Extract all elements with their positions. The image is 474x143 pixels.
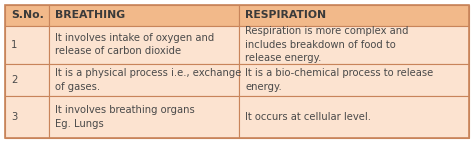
Bar <box>239 96 469 138</box>
Bar <box>239 5 469 26</box>
Text: It involves breathing organs
Eg. Lungs: It involves breathing organs Eg. Lungs <box>55 105 195 129</box>
Bar <box>239 26 469 63</box>
Text: It involves intake of oxygen and
release of carbon dioxide: It involves intake of oxygen and release… <box>55 33 214 56</box>
Text: S.No.: S.No. <box>11 10 44 20</box>
Text: 3: 3 <box>11 112 17 122</box>
Bar <box>49 96 239 138</box>
Text: BREATHING: BREATHING <box>55 10 125 20</box>
Text: 1: 1 <box>11 40 18 50</box>
Text: Respiration is more complex and
includes breakdown of food to
release energy.: Respiration is more complex and includes… <box>246 26 409 63</box>
Text: It is a physical process i.e., exchange
of gases.: It is a physical process i.e., exchange … <box>55 68 241 92</box>
Text: 2: 2 <box>11 75 18 85</box>
Bar <box>5 63 49 96</box>
Bar <box>5 26 49 63</box>
Bar <box>49 5 239 26</box>
Text: It occurs at cellular level.: It occurs at cellular level. <box>246 112 371 122</box>
Bar <box>5 96 49 138</box>
Bar <box>5 5 49 26</box>
Bar <box>49 26 239 63</box>
Text: RESPIRATION: RESPIRATION <box>246 10 327 20</box>
Bar <box>239 63 469 96</box>
Text: It is a bio-chemical process to release
energy.: It is a bio-chemical process to release … <box>246 68 434 92</box>
Bar <box>49 63 239 96</box>
